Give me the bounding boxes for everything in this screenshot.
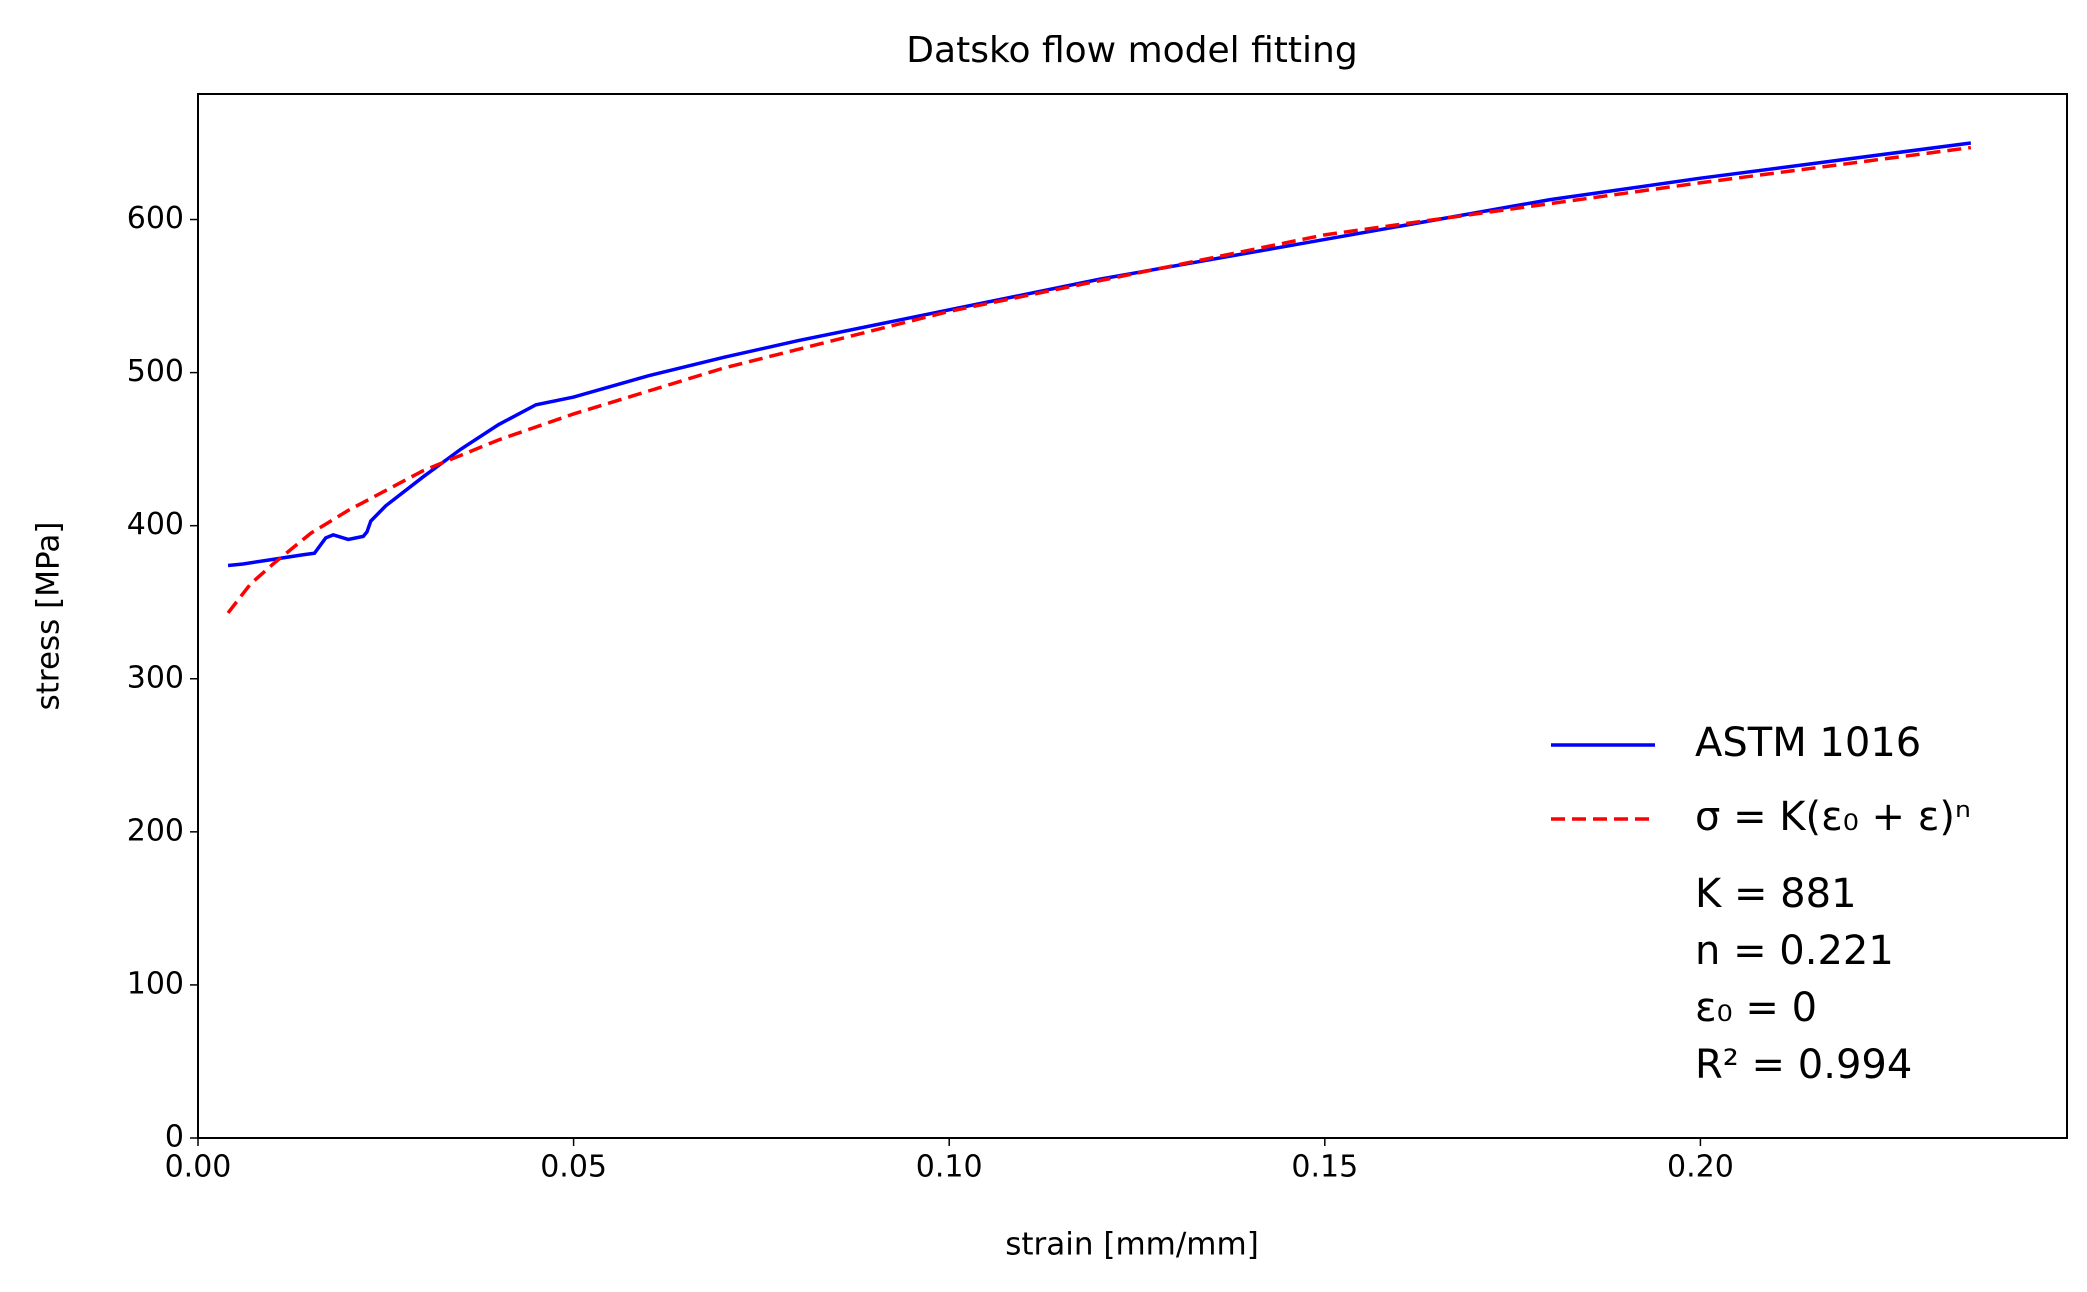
series-line (227, 141, 1972, 568)
y-tick-label: 600 (127, 201, 184, 236)
annotation: ε₀ = 0 (1695, 985, 1817, 1031)
x-tick-label: 0.20 (1667, 1150, 1734, 1185)
legend-label: ASTM 1016 (1695, 720, 1921, 766)
y-tick-label: 300 (127, 660, 184, 695)
y-axis-label: stress [MPa] (31, 522, 67, 711)
x-axis-label: strain [mm/mm] (1005, 1227, 1259, 1263)
y-tick-label: 500 (127, 354, 184, 389)
series-line (226, 145, 1972, 615)
x-tick-label: 0.10 (916, 1150, 983, 1185)
annotation: K = 881 (1695, 871, 1857, 917)
annotation: n = 0.221 (1695, 928, 1894, 974)
y-tick-label: 0 (165, 1120, 184, 1155)
x-tick-label: 0.05 (540, 1150, 607, 1185)
y-tick-label: 100 (127, 966, 184, 1001)
x-tick-label: 0.00 (165, 1150, 232, 1185)
chart-title: Datsko flow model fitting (906, 30, 1357, 71)
y-tick-label: 200 (127, 813, 184, 848)
legend-label: σ = K(ε₀ + ε)ⁿ (1695, 794, 1971, 840)
x-tick-label: 0.15 (1291, 1150, 1358, 1185)
annotation: R² = 0.994 (1695, 1042, 1912, 1088)
y-tick-label: 400 (127, 507, 184, 542)
plot-frame (197, 93, 2068, 1139)
